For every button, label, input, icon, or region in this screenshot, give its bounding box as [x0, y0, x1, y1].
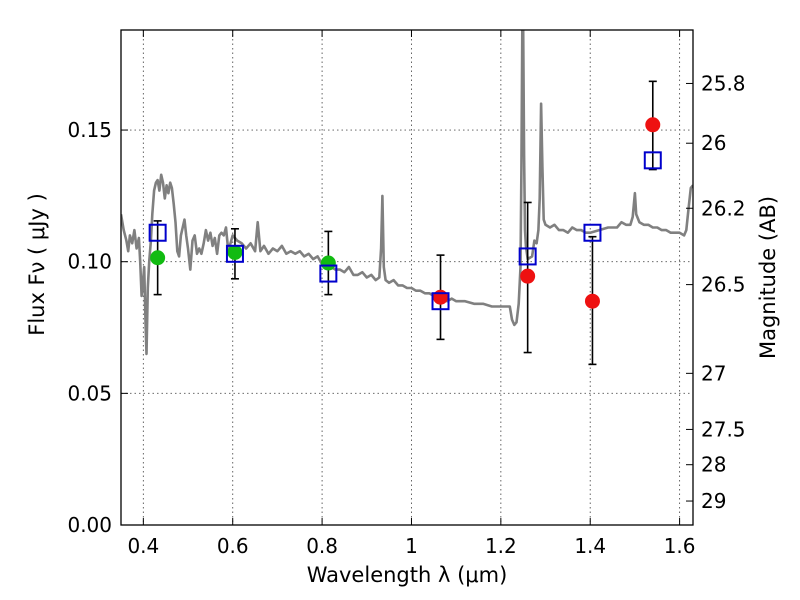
blue-square-marker [518, 247, 537, 266]
red-data-point [520, 268, 536, 284]
spectrum-line [121, 30, 693, 356]
x-tick-label: 1.4 [574, 534, 606, 558]
error-bars [153, 80, 657, 366]
x-tick-label: 1.6 [664, 534, 696, 558]
blue-square-marker [319, 264, 338, 283]
right-tick-label: 27.5 [701, 417, 746, 441]
right-tick-label: 28 [701, 453, 726, 477]
y-tick-label: 0.15 [67, 118, 112, 142]
blue-square-marker [225, 244, 244, 263]
right-tick-label: 26.5 [701, 273, 746, 297]
red-data-point [433, 289, 449, 305]
x-tick-label: 1 [405, 534, 418, 558]
green-data-point [227, 244, 243, 260]
x-tick-label: 0.4 [127, 534, 159, 558]
y-tick-label: 0.00 [67, 513, 112, 537]
y-tick-label: 0.05 [67, 381, 112, 405]
blue-square-marker [643, 151, 662, 170]
plot-frame [120, 29, 694, 526]
x-tick-label: 0.8 [306, 534, 338, 558]
red-data-point [584, 293, 600, 309]
x-tick-label: 0.6 [217, 534, 249, 558]
x-tick-label: 1.2 [485, 534, 517, 558]
right-tick-label: 29 [701, 489, 726, 513]
red-data-point [645, 117, 661, 133]
blue-square-marker [583, 223, 602, 242]
blue-square-marker [431, 292, 450, 311]
data-markers [148, 117, 662, 311]
axis-ticks: 0.4 0.6 0.8 1 1.2 1.4 1.6 0.00 0.05 0.10 0.15 25.8 2… [67, 30, 746, 558]
y-tick-label: 0.10 [67, 250, 112, 274]
right-tick-label: 25.8 [701, 71, 746, 95]
right-axis-label: Magnitude (AB) [756, 196, 780, 359]
y-axis-label: Flux Fν ( μJy ) [25, 193, 49, 336]
blue-square-marker [148, 223, 167, 242]
green-data-point [150, 250, 166, 266]
grid [121, 30, 693, 525]
model-spectrum [121, 30, 693, 356]
right-tick-label: 26 [701, 131, 726, 155]
right-tick-label: 26.2 [701, 196, 746, 220]
green-data-point [320, 255, 336, 271]
right-tick-label: 27 [701, 361, 726, 385]
x-axis-label: Wavelength λ (μm) [307, 563, 508, 587]
